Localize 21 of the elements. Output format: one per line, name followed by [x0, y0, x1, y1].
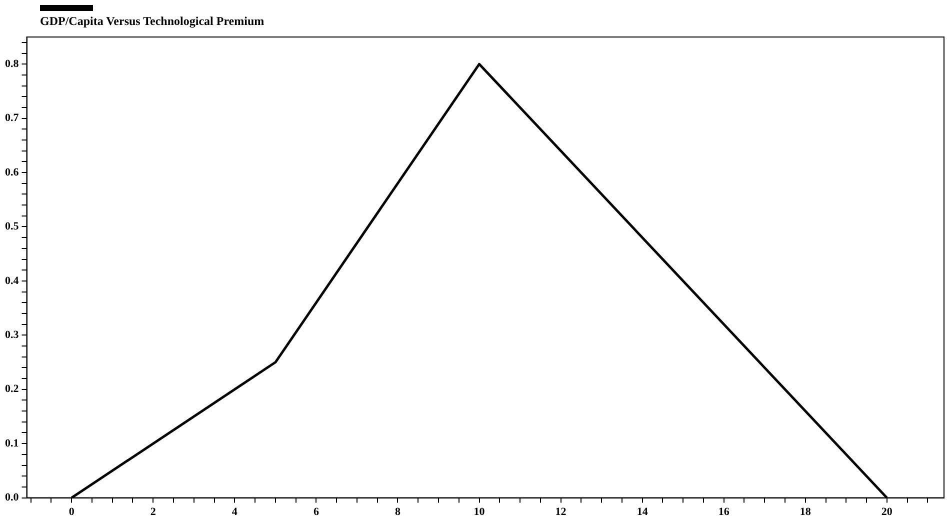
y-tick-label: 0.6	[5, 166, 20, 178]
x-tick-label: 20	[881, 506, 893, 518]
x-tick-label: 12	[555, 506, 567, 518]
x-tick-label: 2	[150, 506, 156, 518]
y-tick-label: 0.3	[5, 329, 20, 342]
x-tick-label: 8	[394, 506, 401, 518]
x-tick-label: 18	[800, 506, 812, 518]
x-tick-label: 4	[232, 506, 238, 518]
y-tick-label: 0.8	[5, 58, 20, 70]
y-tick-label: 0.7	[5, 112, 20, 124]
x-tick-label: 16	[718, 506, 730, 518]
y-tick-label: 0.5	[5, 220, 20, 233]
x-tick-label: 0	[68, 506, 75, 518]
y-tick-label: 0.1	[5, 437, 19, 450]
x-tick-label: 10	[474, 506, 486, 518]
x-tick-label: 14	[636, 506, 648, 518]
y-tick-label: 0.4	[5, 274, 20, 287]
y-tick-label: 0.0	[5, 492, 20, 504]
y-tick-label: 0.2	[5, 383, 20, 396]
chart-title: GDP/Capita Versus Technological Premium	[40, 14, 264, 29]
x-tick-label: 6	[313, 506, 320, 518]
